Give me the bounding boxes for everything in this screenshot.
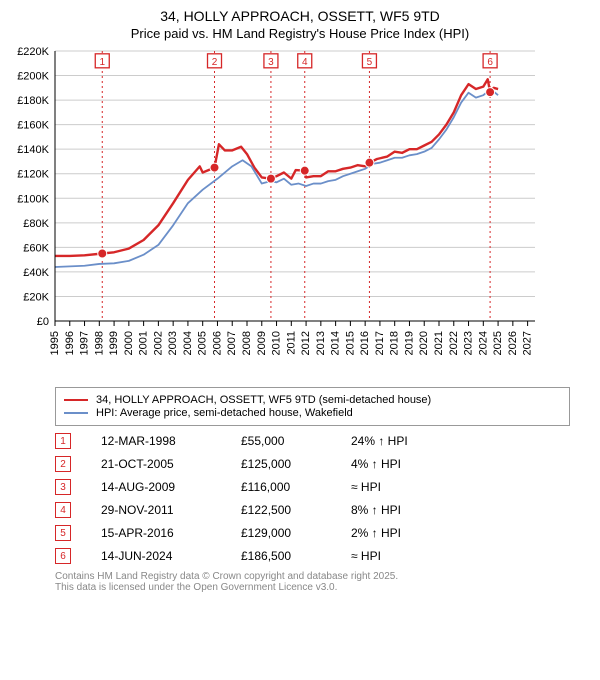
- svg-text:4: 4: [302, 57, 308, 68]
- svg-text:£180K: £180K: [17, 95, 49, 107]
- transaction-marker: 3: [55, 479, 71, 495]
- svg-text:2005: 2005: [197, 331, 209, 355]
- svg-text:2009: 2009: [256, 331, 268, 355]
- transaction-price: £129,000: [241, 526, 321, 540]
- transaction-diff: 8% ↑ HPI: [351, 503, 451, 517]
- svg-text:£0: £0: [37, 316, 49, 328]
- transaction-marker: 1: [55, 433, 71, 449]
- svg-text:£60K: £60K: [23, 242, 49, 254]
- price-chart: £0 £20K £40K £60K £80K £100K £120K £140K £160K £1…: [0, 41, 560, 381]
- legend-swatch: [64, 399, 88, 401]
- footer-attribution: Contains HM Land Registry data © Crown c…: [55, 571, 570, 593]
- svg-text:2010: 2010: [271, 331, 283, 355]
- svg-text:5: 5: [367, 57, 373, 68]
- svg-text:2020: 2020: [418, 331, 430, 355]
- legend: 34, HOLLY APPROACH, OSSETT, WF5 9TD (sem…: [55, 387, 570, 426]
- chart-titles: 34, HOLLY APPROACH, OSSETT, WF5 9TD Pric…: [0, 8, 600, 41]
- svg-text:2004: 2004: [182, 331, 194, 355]
- svg-text:2017: 2017: [374, 331, 386, 355]
- transactions-table: 1 12-MAR-1998 £55,000 24% ↑ HPI 2 21-OCT-2005…: [55, 433, 570, 564]
- title-line-1: 34, HOLLY APPROACH, OSSETT, WF5 9TD: [0, 8, 600, 24]
- svg-text:2016: 2016: [359, 331, 371, 355]
- transaction-date: 14-JUN-2024: [101, 549, 211, 563]
- svg-text:2021: 2021: [433, 331, 445, 355]
- svg-text:1997: 1997: [79, 331, 91, 355]
- svg-text:2027: 2027: [522, 331, 534, 355]
- transaction-diff: 4% ↑ HPI: [351, 457, 451, 471]
- svg-text:£20K: £20K: [23, 291, 49, 303]
- legend-item: HPI: Average price, semi-detached house,…: [64, 407, 561, 419]
- transaction-marker: 6: [55, 548, 71, 564]
- svg-text:£100K: £100K: [17, 193, 49, 205]
- transaction-price: £116,000: [241, 480, 321, 494]
- transaction-diff: 24% ↑ HPI: [351, 434, 451, 448]
- svg-text:2023: 2023: [463, 331, 475, 355]
- svg-text:2015: 2015: [344, 331, 356, 355]
- svg-text:£220K: £220K: [17, 46, 49, 58]
- transaction-price: £122,500: [241, 503, 321, 517]
- transaction-row: 5 15-APR-2016 £129,000 2% ↑ HPI: [55, 525, 570, 541]
- legend-label: 34, HOLLY APPROACH, OSSETT, WF5 9TD (sem…: [96, 394, 431, 406]
- svg-text:2011: 2011: [285, 331, 297, 355]
- svg-text:1999: 1999: [108, 331, 120, 355]
- svg-text:2001: 2001: [138, 331, 150, 355]
- svg-text:2022: 2022: [448, 331, 460, 355]
- transaction-date: 12-MAR-1998: [101, 434, 211, 448]
- svg-text:2007: 2007: [226, 331, 238, 355]
- transaction-diff: ≈ HPI: [351, 549, 451, 563]
- svg-text:1: 1: [99, 57, 105, 68]
- transaction-marker: 4: [55, 502, 71, 518]
- transaction-row: 3 14-AUG-2009 £116,000 ≈ HPI: [55, 479, 570, 495]
- transaction-row: 4 29-NOV-2011 £122,500 8% ↑ HPI: [55, 502, 570, 518]
- svg-text:3: 3: [268, 57, 274, 68]
- svg-text:2019: 2019: [403, 331, 415, 355]
- svg-text:2002: 2002: [152, 331, 164, 355]
- svg-text:£160K: £160K: [17, 120, 49, 132]
- transaction-diff: ≈ HPI: [351, 480, 451, 494]
- legend-swatch: [64, 412, 88, 414]
- svg-text:2025: 2025: [492, 331, 504, 355]
- transaction-diff: 2% ↑ HPI: [351, 526, 451, 540]
- svg-text:£40K: £40K: [23, 267, 49, 279]
- svg-text:£140K: £140K: [17, 144, 49, 156]
- svg-text:2012: 2012: [300, 331, 312, 355]
- transaction-row: 1 12-MAR-1998 £55,000 24% ↑ HPI: [55, 433, 570, 449]
- svg-text:2008: 2008: [241, 331, 253, 355]
- transaction-price: £186,500: [241, 549, 321, 563]
- transaction-price: £55,000: [241, 434, 321, 448]
- transaction-row: 6 14-JUN-2024 £186,500 ≈ HPI: [55, 548, 570, 564]
- transaction-row: 2 21-OCT-2005 £125,000 4% ↑ HPI: [55, 456, 570, 472]
- svg-text:2026: 2026: [507, 331, 519, 355]
- svg-text:6: 6: [487, 57, 493, 68]
- svg-text:£200K: £200K: [17, 71, 49, 83]
- svg-text:2024: 2024: [477, 331, 489, 355]
- legend-label: HPI: Average price, semi-detached house,…: [96, 407, 353, 419]
- svg-text:1995: 1995: [49, 331, 61, 355]
- transaction-marker: 2: [55, 456, 71, 472]
- svg-text:1998: 1998: [93, 331, 105, 355]
- svg-text:2: 2: [212, 57, 218, 68]
- svg-text:2006: 2006: [211, 331, 223, 355]
- transaction-date: 29-NOV-2011: [101, 503, 211, 517]
- svg-text:2003: 2003: [167, 331, 179, 355]
- svg-text:2018: 2018: [389, 331, 401, 355]
- transaction-date: 21-OCT-2005: [101, 457, 211, 471]
- svg-text:£80K: £80K: [23, 218, 49, 230]
- svg-text:£120K: £120K: [17, 169, 49, 181]
- footer-line-2: This data is licensed under the Open Gov…: [55, 582, 570, 593]
- footer-line-1: Contains HM Land Registry data © Crown c…: [55, 571, 570, 582]
- svg-text:1996: 1996: [64, 331, 76, 355]
- title-line-2: Price paid vs. HM Land Registry's House …: [0, 26, 600, 41]
- legend-item: 34, HOLLY APPROACH, OSSETT, WF5 9TD (sem…: [64, 394, 561, 406]
- transaction-date: 15-APR-2016: [101, 526, 211, 540]
- svg-text:2000: 2000: [123, 331, 135, 355]
- transaction-price: £125,000: [241, 457, 321, 471]
- transaction-marker: 5: [55, 525, 71, 541]
- svg-text:2013: 2013: [315, 331, 327, 355]
- svg-text:2014: 2014: [330, 331, 342, 355]
- transaction-date: 14-AUG-2009: [101, 480, 211, 494]
